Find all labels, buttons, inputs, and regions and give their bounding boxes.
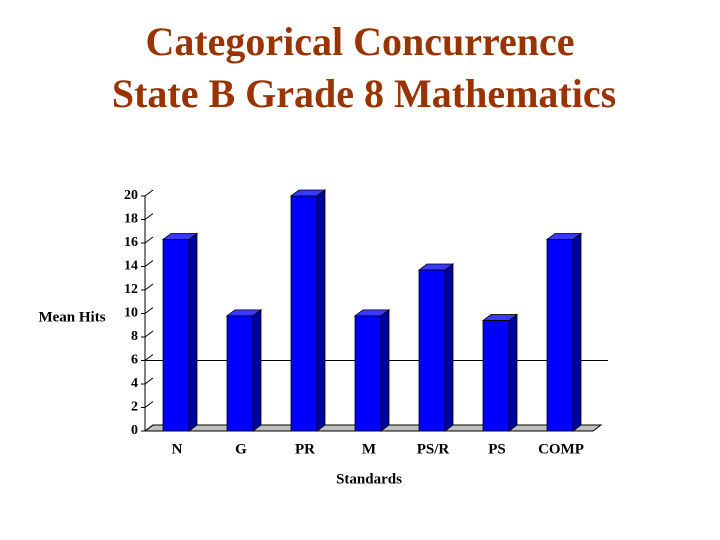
x-tick-label: PS xyxy=(488,441,506,457)
y-axis-label: Mean Hits xyxy=(38,309,105,325)
x-tick-label: COMP xyxy=(538,441,584,457)
x-tick-label: PR xyxy=(295,441,315,457)
y-tick-label: 2 xyxy=(131,400,138,415)
bar xyxy=(162,239,190,432)
tick-mark xyxy=(144,330,154,338)
tick-mark xyxy=(144,283,154,291)
y-tick-label: 14 xyxy=(124,259,138,274)
x-tick-label: PS/R xyxy=(417,441,450,457)
y-tick-label: 16 xyxy=(124,235,138,250)
bar xyxy=(226,315,254,432)
tick-mark xyxy=(144,401,154,408)
y-tick-label: 8 xyxy=(131,329,138,344)
y-tick-label: 20 xyxy=(124,188,138,203)
bar-side xyxy=(508,313,518,432)
x-tick-label: G xyxy=(235,441,247,457)
tick-mark xyxy=(144,424,154,432)
y-tick-label: 0 xyxy=(131,423,138,438)
bar xyxy=(418,269,446,432)
y-tick-label: 6 xyxy=(131,353,138,368)
y-tick-label: 12 xyxy=(124,282,138,297)
bar-side xyxy=(316,189,326,432)
x-tick-label: N xyxy=(172,441,183,457)
bar-side xyxy=(380,309,390,432)
chart-subtitle: State B Grade 8 Mathematics xyxy=(112,71,616,116)
tick-mark xyxy=(144,260,154,267)
x-tick-label: M xyxy=(362,441,376,457)
bar xyxy=(482,320,510,432)
chart-title: Categorical Concurrence xyxy=(145,19,574,64)
bar-side xyxy=(444,263,454,432)
bar xyxy=(546,239,574,432)
y-tick-label: 18 xyxy=(124,212,138,227)
tick-mark xyxy=(144,213,154,220)
tick-mark xyxy=(144,307,154,314)
bar-side xyxy=(188,232,198,432)
y-tick-label: 10 xyxy=(124,306,138,321)
tick-mark xyxy=(144,236,154,244)
y-tick-label: 4 xyxy=(131,376,138,391)
tick-mark xyxy=(144,377,154,385)
bar xyxy=(354,315,382,432)
bar xyxy=(290,195,318,432)
bar-side xyxy=(252,309,262,432)
tick-mark xyxy=(144,354,154,361)
tick-mark xyxy=(144,189,154,197)
bar-side xyxy=(572,232,582,432)
x-axis-label: Standards xyxy=(336,471,402,487)
